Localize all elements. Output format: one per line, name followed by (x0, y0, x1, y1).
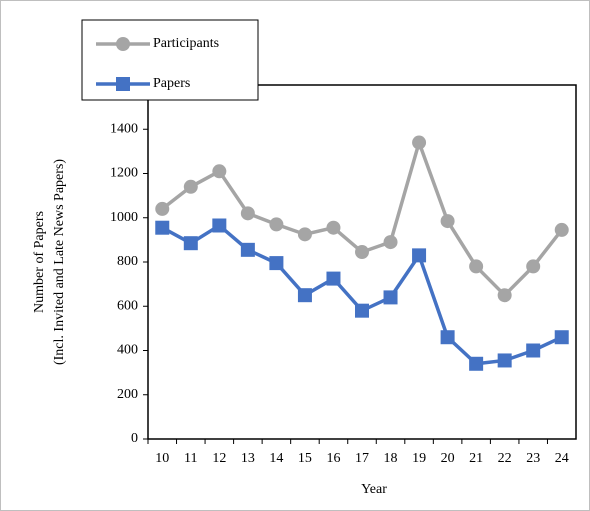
legend-label: Papers (153, 76, 190, 91)
x-tick-label: 18 (384, 451, 398, 466)
x-tick-label: 16 (326, 451, 340, 466)
marker (212, 218, 227, 233)
x-tick-label: 19 (412, 451, 426, 466)
x-tick-label: 23 (526, 451, 540, 466)
y-axis-title: (Incl. Invited and Late News Papers) (52, 159, 67, 365)
x-tick-label: 10 (155, 451, 169, 466)
marker (469, 356, 484, 371)
marker (183, 236, 198, 251)
marker (269, 256, 284, 271)
marker (326, 271, 341, 286)
legend-box (81, 19, 259, 101)
marker (297, 227, 312, 242)
marker (440, 330, 455, 345)
marker (155, 201, 170, 216)
marker (326, 220, 341, 235)
x-tick-label: 15 (298, 451, 312, 466)
marker (440, 214, 455, 229)
marker (155, 220, 170, 235)
y-axis-title: Number of Papers (32, 211, 47, 313)
y-tick-label: 0 (131, 431, 138, 446)
marker (554, 330, 569, 345)
marker (469, 259, 484, 274)
marker (355, 245, 369, 260)
marker (554, 222, 569, 237)
marker (526, 343, 541, 358)
marker (116, 77, 130, 91)
marker (240, 242, 255, 257)
marker (412, 248, 427, 263)
marker (497, 353, 512, 368)
y-tick-label: 400 (117, 343, 138, 358)
marker (526, 259, 541, 274)
y-tick-label: 800 (117, 254, 138, 269)
x-tick-label: 12 (212, 451, 226, 466)
x-tick-label: 21 (469, 451, 483, 466)
marker (383, 235, 398, 250)
x-tick-label: 11 (184, 451, 197, 466)
x-tick-label: 20 (441, 451, 455, 466)
x-tick-label: 17 (355, 451, 369, 466)
x-tick-label: 14 (269, 451, 283, 466)
marker (383, 290, 398, 305)
x-tick-label: 22 (498, 451, 512, 466)
marker (116, 37, 130, 51)
marker (497, 288, 512, 303)
y-tick-label: 1400 (110, 121, 138, 136)
marker (269, 217, 284, 232)
y-tick-label: 600 (117, 298, 138, 313)
marker (240, 206, 255, 221)
marker (297, 288, 312, 303)
y-tick-label: 1200 (110, 166, 138, 181)
marker (183, 179, 198, 194)
y-tick-label: 200 (117, 387, 138, 402)
x-tick-label: 24 (555, 451, 569, 466)
marker (412, 135, 427, 150)
x-axis-title: Year (361, 482, 387, 497)
y-tick-label: 1000 (110, 210, 138, 225)
x-tick-label: 13 (241, 451, 255, 466)
marker (212, 164, 227, 179)
legend-label: Participants (153, 36, 219, 51)
marker (355, 303, 369, 318)
